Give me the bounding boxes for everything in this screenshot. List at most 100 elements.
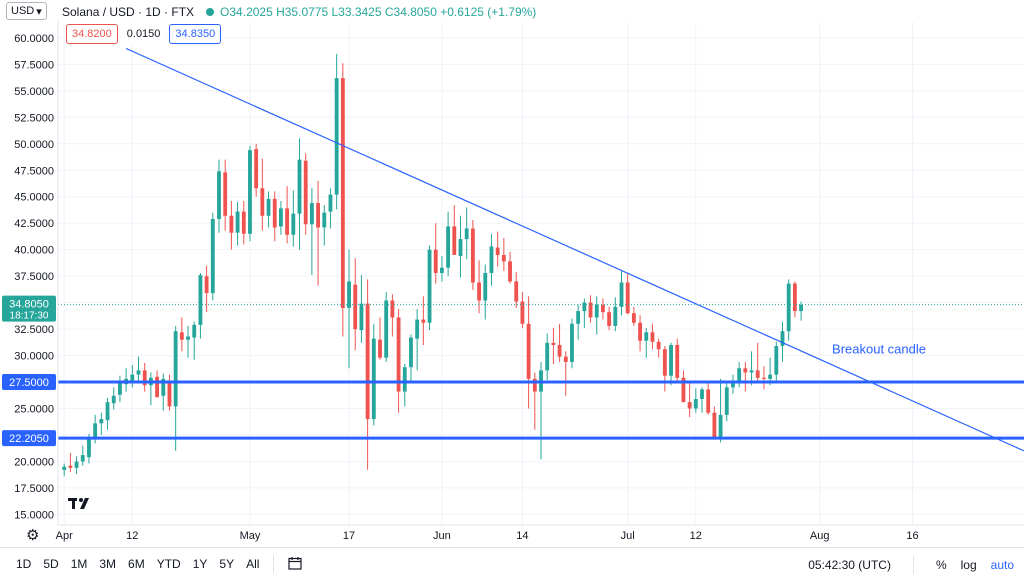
candle-body — [669, 344, 673, 376]
candle — [762, 366, 766, 390]
range-6m-button[interactable]: 6M — [128, 557, 145, 571]
range-3m-button[interactable]: 3M — [99, 557, 117, 571]
toolbar-divider — [273, 555, 275, 573]
candle — [62, 463, 67, 477]
y-tick-label: 40.0000 — [14, 245, 54, 257]
candle — [204, 265, 209, 313]
range-5d-button[interactable]: 5D — [43, 557, 59, 571]
candle-body — [279, 208, 283, 227]
candle-body — [285, 208, 290, 235]
candle — [130, 365, 135, 388]
candle-body — [415, 319, 420, 339]
breakout-annotation[interactable]: Breakout candle — [832, 341, 926, 356]
range-1d-button[interactable]: 1D — [16, 557, 32, 571]
gear-icon[interactable]: ⚙ — [26, 527, 40, 544]
candle — [378, 317, 382, 360]
candle-body — [718, 414, 723, 438]
y-tick-label: 55.0000 — [14, 86, 54, 98]
range-all-button[interactable]: All — [246, 557, 260, 571]
candle — [656, 338, 661, 358]
candle — [241, 200, 246, 245]
candle — [452, 205, 457, 255]
candle — [303, 153, 308, 235]
candle — [415, 308, 420, 371]
candle — [613, 297, 618, 332]
candle-body — [235, 211, 240, 233]
symbol-title[interactable]: Solana / USD · 1D · FTX — [62, 5, 195, 19]
candle — [755, 342, 760, 384]
price-chart[interactable]: Breakout candle 60.0000 57.5000 55.0000 52.… — [0, 0, 1024, 547]
y-tick-label: 37.5000 — [14, 271, 54, 283]
ohlc-values: O34.2025 H35.0775 L33.3425 C34.8050 +0.6… — [220, 5, 537, 19]
candle — [433, 223, 438, 284]
candle — [198, 272, 203, 339]
candle — [724, 380, 729, 422]
candle-body — [241, 211, 246, 234]
candle-body — [272, 198, 277, 228]
candle-body — [780, 331, 785, 347]
candle — [124, 368, 129, 392]
auto-scale-toggle[interactable]: auto — [990, 557, 1014, 572]
trend-line[interactable] — [125, 47, 1024, 452]
candle-body — [87, 438, 91, 458]
candle-body — [378, 339, 382, 358]
candle — [279, 200, 283, 235]
candle-body — [334, 78, 339, 195]
range-5y-button[interactable]: 5Y — [219, 557, 235, 571]
candle — [774, 341, 779, 384]
candle-body — [755, 370, 760, 378]
x-tick-label: 14 — [516, 530, 528, 542]
sell-button[interactable]: 34.8200 — [66, 24, 118, 44]
candle-body — [402, 367, 407, 392]
candle-body — [464, 228, 469, 240]
candle-body — [724, 387, 729, 415]
candle — [601, 298, 605, 320]
toolbar-divider — [912, 555, 914, 574]
tradingview-logo[interactable] — [68, 494, 94, 514]
clock-time[interactable]: 05:42:30 (UTC) — [808, 557, 891, 572]
candle — [731, 374, 735, 394]
market-status-icon — [206, 8, 215, 16]
candle — [557, 323, 562, 362]
candle — [786, 279, 791, 341]
candle — [99, 412, 104, 435]
range-1y-button[interactable]: 1Y — [192, 557, 208, 571]
support-price-tag — [2, 430, 56, 447]
candle-body — [470, 228, 475, 283]
candle-body — [421, 319, 426, 323]
percent-scale-toggle[interactable]: % — [935, 557, 947, 572]
log-scale-toggle[interactable]: log — [960, 557, 977, 572]
candle-body — [161, 378, 166, 396]
candle — [229, 200, 234, 250]
buy-button[interactable]: 34.8350 — [169, 24, 222, 44]
candle-body — [68, 465, 73, 468]
x-tick-label: Jul — [621, 530, 635, 542]
candle — [539, 361, 543, 460]
candle — [210, 212, 215, 301]
currency-label: USD — [11, 5, 35, 17]
candle-body — [625, 282, 630, 314]
candle-body — [644, 332, 649, 341]
y-axis-panel[interactable] — [0, 0, 58, 547]
candle-body — [638, 322, 642, 341]
candle-body — [514, 281, 519, 302]
candle-body — [557, 344, 562, 357]
candle — [743, 361, 748, 392]
candle — [328, 188, 333, 229]
candle — [470, 220, 475, 290]
range-ytd-button[interactable]: YTD — [156, 557, 181, 571]
calendar-icon[interactable] — [282, 556, 308, 573]
candle-body — [601, 304, 605, 313]
currency-selector[interactable]: USD ▾ — [6, 2, 47, 20]
candle — [582, 298, 587, 329]
candle — [409, 334, 413, 384]
candle-body — [136, 370, 141, 375]
candle — [402, 364, 407, 407]
candle-body — [118, 383, 122, 395]
candle — [693, 388, 698, 413]
range-1m-button[interactable]: 1M — [70, 557, 88, 571]
candle-body — [452, 226, 457, 255]
candle — [625, 272, 630, 315]
candle — [186, 325, 190, 358]
candle-body — [582, 302, 587, 312]
